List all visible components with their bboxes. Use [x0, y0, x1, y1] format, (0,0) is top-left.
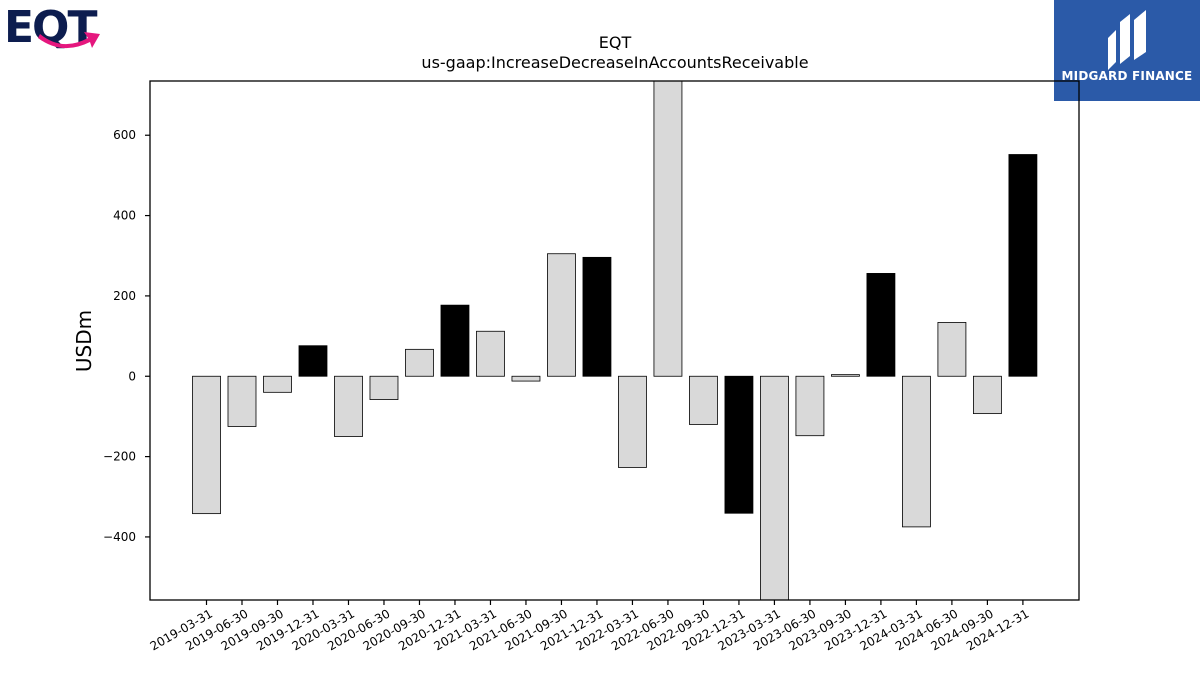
y-tick-label: −200: [103, 450, 136, 464]
midgard-finance-text: MIDGARD FINANCE: [1061, 69, 1193, 83]
y-tick-label: 400: [113, 209, 136, 223]
bar: [866, 273, 896, 377]
bar: [547, 253, 576, 377]
bar: [973, 375, 1002, 415]
midgard-emblem-icon: [1108, 10, 1146, 70]
bar: [795, 375, 825, 437]
y-tick-label: 200: [113, 289, 136, 303]
y-tick-label: −400: [103, 530, 136, 544]
bar: [298, 345, 328, 377]
bar: [511, 375, 541, 382]
title-group: EQT us-gaap:IncreaseDecreaseInAccountsRe…: [421, 33, 808, 72]
bar: [618, 375, 647, 468]
chart-subtitle: us-gaap:IncreaseDecreaseInAccountsReceiv…: [421, 53, 808, 72]
bar: [192, 375, 221, 515]
bar: [369, 375, 399, 400]
y-axis-label: USDm: [72, 310, 96, 372]
bar: [582, 256, 612, 377]
bar: [334, 375, 363, 437]
y-tick-label: 0: [128, 369, 136, 383]
bar: [227, 375, 257, 427]
y-axis: −400 −200 0 200 400 600: [103, 128, 150, 544]
bar: [689, 375, 718, 425]
bar: [405, 348, 434, 377]
bar: [937, 322, 967, 377]
bar: [831, 374, 860, 377]
midgard-finance-logo: MIDGARD FINANCE: [1054, 0, 1200, 101]
bar: [263, 375, 292, 393]
bar: [440, 304, 470, 377]
bar: [476, 330, 505, 377]
bar: [653, 80, 683, 377]
bar: [902, 375, 931, 528]
y-tick-label: 600: [113, 128, 136, 142]
eqt-logo: EQT: [4, 4, 100, 52]
bars: [192, 80, 1038, 601]
bar: [760, 375, 789, 601]
chart-title: EQT: [599, 33, 632, 52]
bar: [1008, 154, 1038, 377]
x-axis: 2019-03-312019-06-302019-09-302019-12-31…: [148, 600, 1031, 653]
plot-frame: [149, 80, 1080, 601]
bar: [724, 375, 754, 514]
